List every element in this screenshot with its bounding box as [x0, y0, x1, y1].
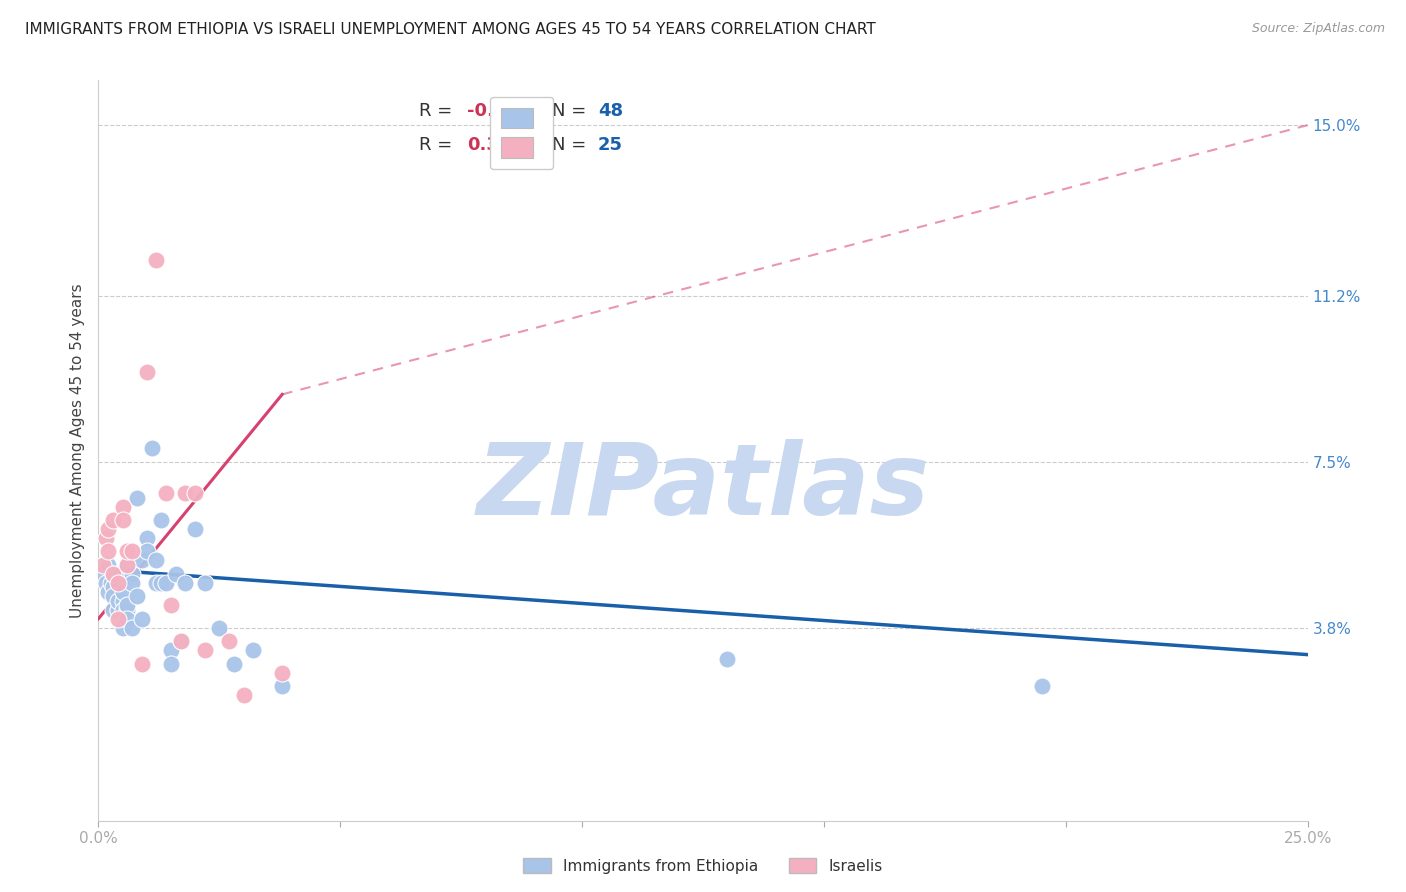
- Point: [194, 575, 217, 590]
- Point: [101, 603, 124, 617]
- Point: [111, 621, 134, 635]
- Point: [135, 531, 157, 545]
- Point: [208, 621, 231, 635]
- Point: [101, 580, 124, 594]
- Text: N =: N =: [551, 103, 592, 120]
- Point: [121, 621, 143, 635]
- Point: [97, 558, 120, 572]
- Point: [150, 513, 173, 527]
- Point: [94, 531, 117, 545]
- Point: [107, 603, 129, 617]
- Point: [145, 553, 167, 567]
- Point: [111, 500, 134, 514]
- Point: [169, 634, 191, 648]
- Point: [107, 575, 129, 590]
- Point: [131, 553, 153, 567]
- Point: [169, 634, 191, 648]
- Point: [117, 558, 139, 572]
- Text: Source: ZipAtlas.com: Source: ZipAtlas.com: [1251, 22, 1385, 36]
- Point: [160, 599, 183, 613]
- Point: [165, 566, 187, 581]
- Point: [160, 643, 183, 657]
- Point: [141, 441, 163, 455]
- Point: [184, 522, 207, 536]
- Point: [135, 365, 157, 379]
- Point: [127, 491, 149, 505]
- Point: [271, 665, 294, 680]
- Point: [131, 657, 153, 671]
- Point: [111, 594, 134, 608]
- Point: [232, 688, 254, 702]
- Point: [121, 544, 143, 558]
- Point: [222, 657, 245, 671]
- Point: [1031, 679, 1053, 693]
- Point: [145, 575, 167, 590]
- Point: [242, 643, 264, 657]
- Point: [194, 643, 217, 657]
- Legend: , : ,: [491, 96, 553, 169]
- Text: 48: 48: [598, 103, 623, 120]
- Text: R =: R =: [419, 136, 458, 154]
- Point: [111, 603, 134, 617]
- Legend: Immigrants from Ethiopia, Israelis: Immigrants from Ethiopia, Israelis: [517, 852, 889, 880]
- Point: [716, 652, 738, 666]
- Point: [111, 513, 134, 527]
- Point: [117, 612, 139, 626]
- Y-axis label: Unemployment Among Ages 45 to 54 years: Unemployment Among Ages 45 to 54 years: [69, 283, 84, 618]
- Point: [101, 566, 124, 581]
- Text: R =: R =: [419, 103, 458, 120]
- Point: [101, 566, 124, 581]
- Point: [160, 657, 183, 671]
- Point: [218, 634, 240, 648]
- Point: [111, 584, 134, 599]
- Point: [107, 612, 129, 626]
- Point: [127, 589, 149, 603]
- Text: 25: 25: [598, 136, 623, 154]
- Point: [117, 544, 139, 558]
- Point: [145, 252, 167, 267]
- Point: [174, 575, 197, 590]
- Point: [97, 584, 120, 599]
- Point: [100, 575, 122, 590]
- Point: [131, 612, 153, 626]
- Point: [155, 486, 177, 500]
- Point: [97, 522, 120, 536]
- Point: [107, 594, 129, 608]
- Text: ZIPatlas: ZIPatlas: [477, 439, 929, 536]
- Text: IMMIGRANTS FROM ETHIOPIA VS ISRAELI UNEMPLOYMENT AMONG AGES 45 TO 54 YEARS CORRE: IMMIGRANTS FROM ETHIOPIA VS ISRAELI UNEM…: [25, 22, 876, 37]
- Point: [97, 544, 120, 558]
- Point: [184, 486, 207, 500]
- Text: 0.399: 0.399: [467, 136, 524, 154]
- Text: N =: N =: [551, 136, 592, 154]
- Point: [117, 558, 139, 572]
- Point: [108, 566, 131, 581]
- Point: [155, 575, 177, 590]
- Point: [271, 679, 294, 693]
- Point: [135, 544, 157, 558]
- Point: [121, 566, 143, 581]
- Text: -0.217: -0.217: [467, 103, 531, 120]
- Point: [117, 603, 139, 617]
- Point: [121, 575, 143, 590]
- Point: [174, 486, 197, 500]
- Point: [91, 566, 114, 581]
- Point: [101, 589, 124, 603]
- Point: [101, 513, 124, 527]
- Point: [91, 558, 114, 572]
- Point: [117, 599, 139, 613]
- Point: [150, 575, 173, 590]
- Point: [94, 575, 117, 590]
